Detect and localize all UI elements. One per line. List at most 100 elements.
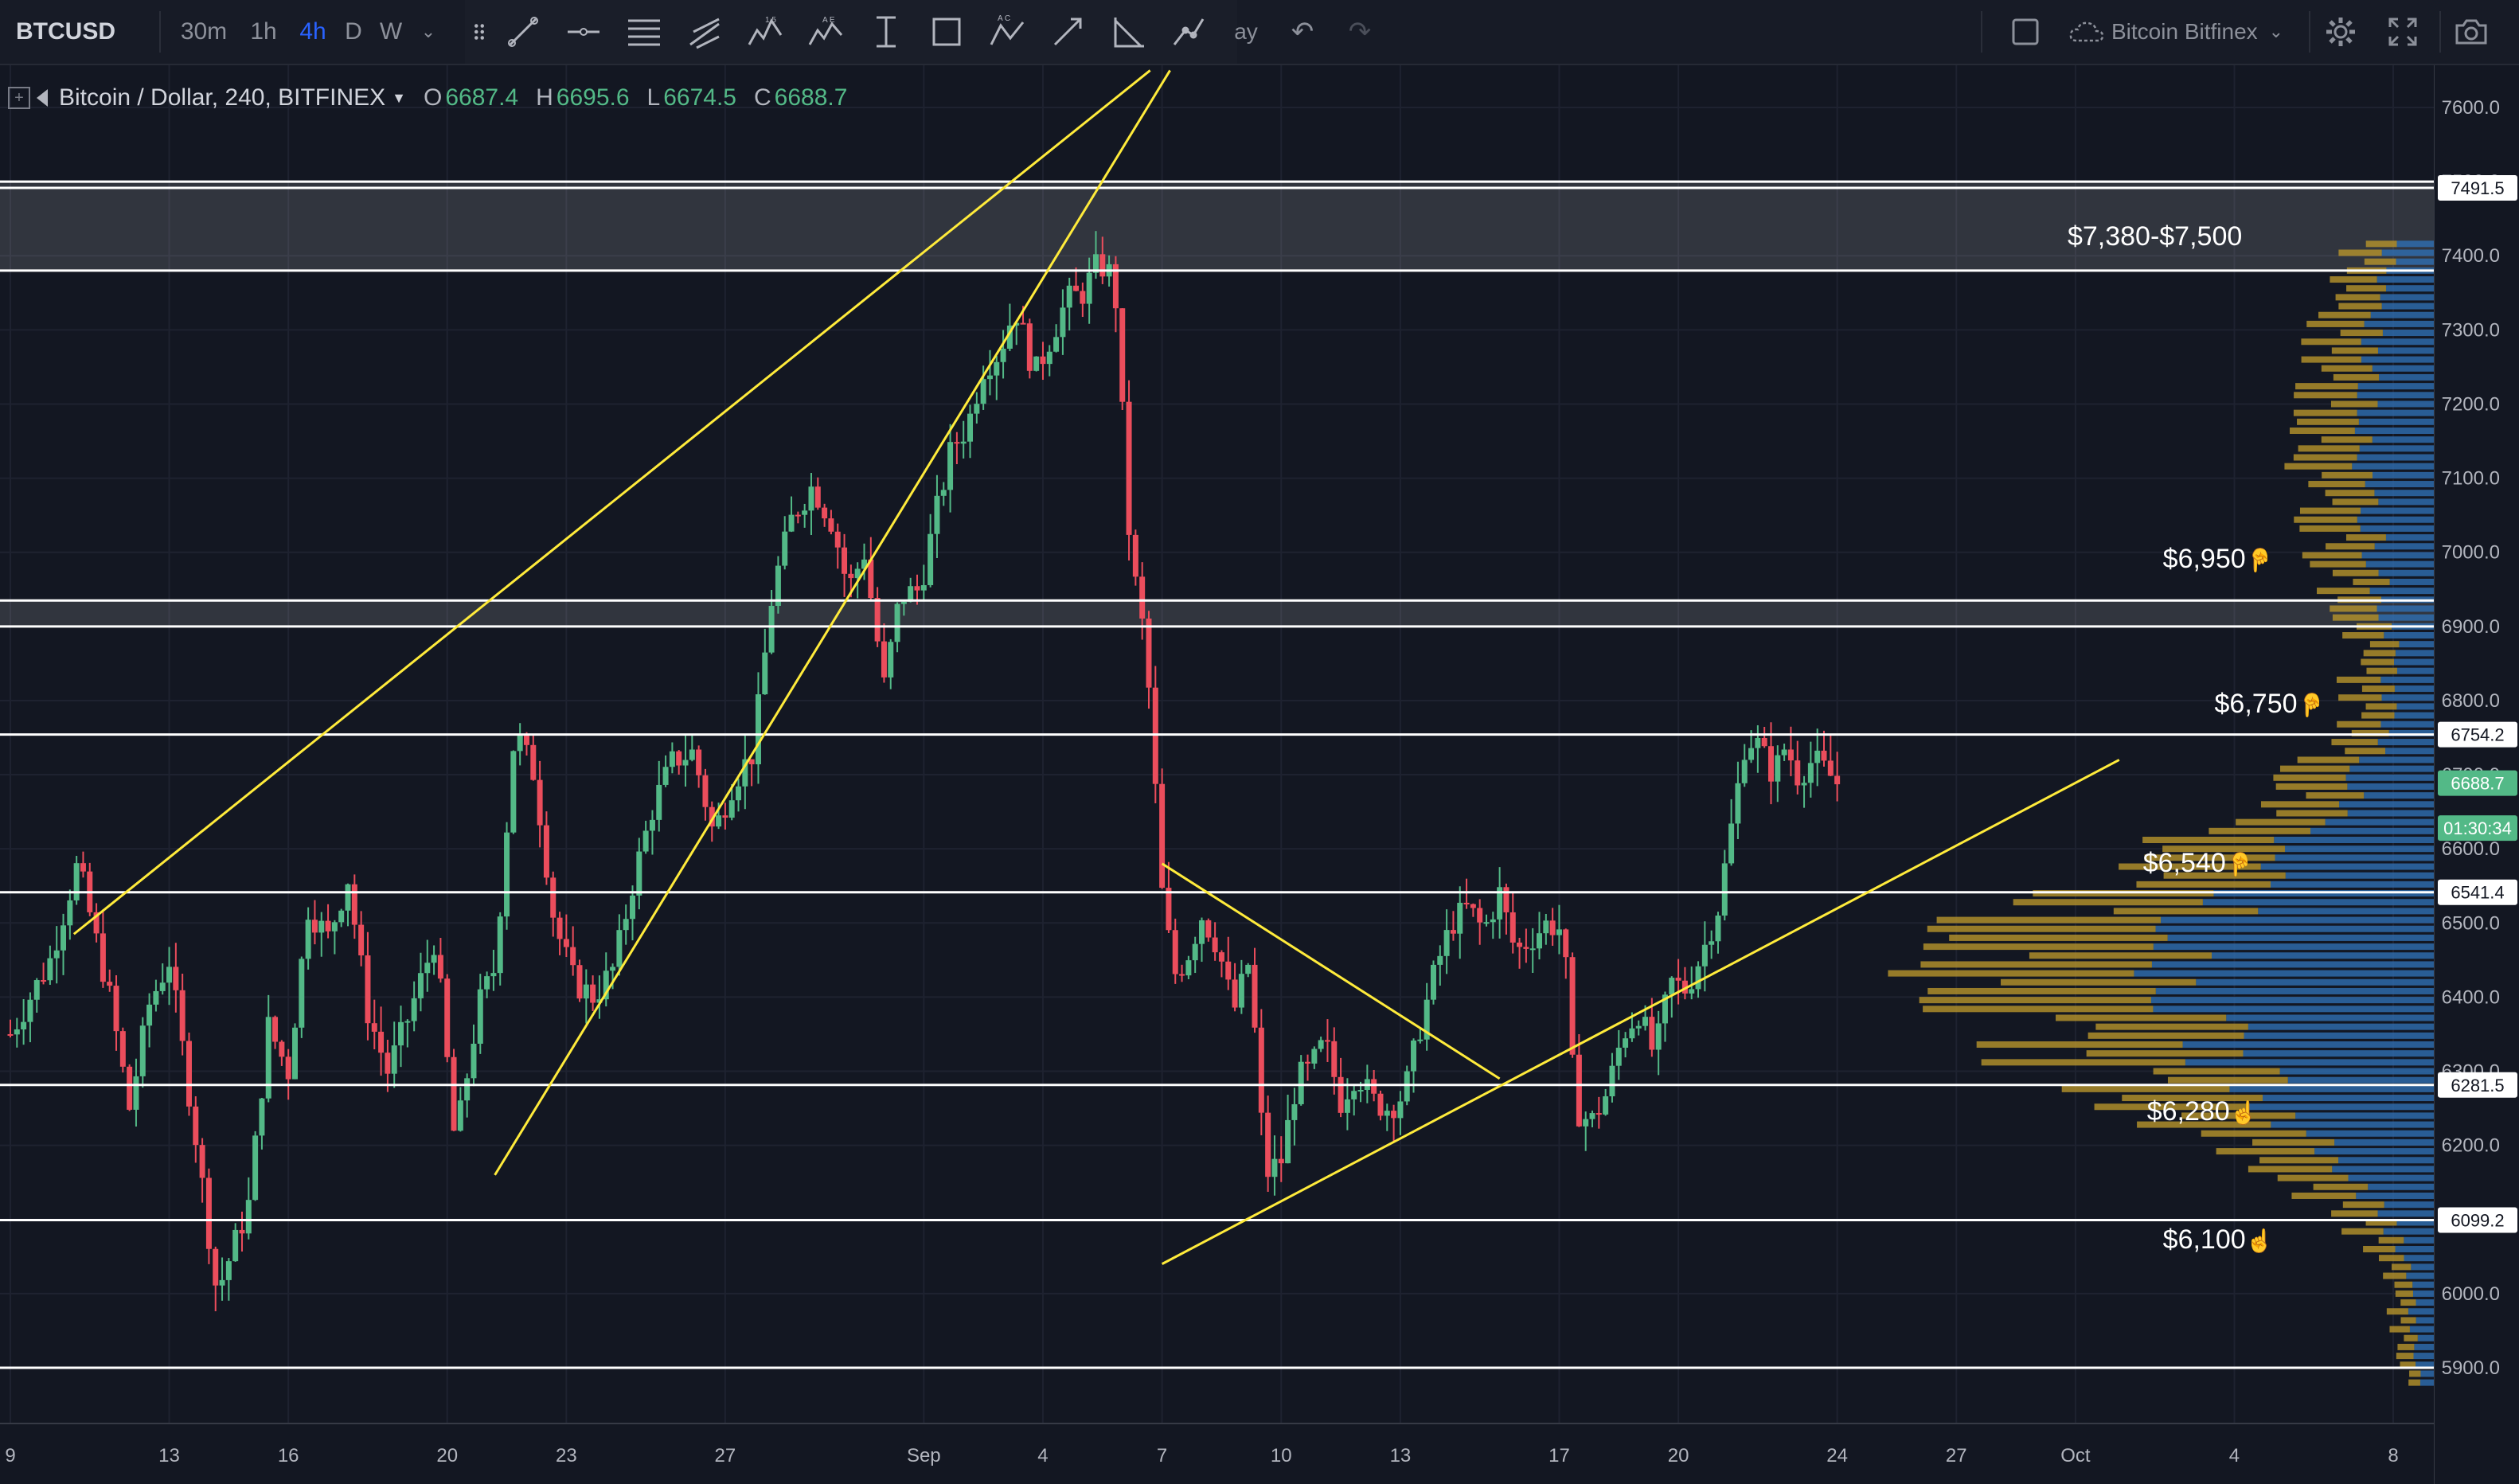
drag-handle-icon[interactable]	[465, 5, 494, 59]
trend-line-icon[interactable]	[497, 5, 549, 59]
level-annotation[interactable]: $6,280☝	[2147, 1096, 2258, 1127]
volume-bar-down	[2209, 827, 2311, 834]
candle-up	[1655, 1023, 1662, 1050]
fib-retracement-icon[interactable]	[618, 5, 670, 59]
candle-up	[802, 510, 808, 515]
interval-d[interactable]: D	[345, 18, 362, 45]
level-annotation[interactable]: $6,100☝	[2163, 1224, 2274, 1256]
elliott-wave-icon[interactable]: 1 5	[739, 5, 791, 59]
candle-down	[1258, 1027, 1264, 1113]
candlesticks	[7, 231, 1841, 1311]
arrow-icon[interactable]	[1041, 5, 1094, 59]
trendline[interactable]	[1161, 862, 1501, 1080]
volume-bar-down	[2259, 1157, 2339, 1164]
trendline[interactable]	[1161, 759, 2120, 1265]
candle-up	[391, 1045, 397, 1074]
gear-icon[interactable]	[2318, 0, 2363, 64]
interval-30m[interactable]: 30m	[180, 18, 228, 45]
volume-bar-up	[2365, 481, 2435, 488]
candle-down	[127, 1066, 133, 1110]
candle-down	[1767, 746, 1774, 782]
redo-icon[interactable]: ↷	[1348, 17, 1372, 47]
volume-bar-down	[2365, 1219, 2397, 1226]
candle-up	[583, 984, 589, 999]
camera-icon[interactable]	[2449, 0, 2494, 64]
price-tag	[2438, 879, 2517, 905]
volume-bar-down	[2216, 1148, 2315, 1155]
candle-down	[7, 1033, 14, 1036]
volume-bar-down	[2394, 1281, 2413, 1288]
compare-icon[interactable]	[2006, 0, 2044, 64]
datasource-selector[interactable]: Bitcoin Bitfinex ⌄	[2068, 0, 2299, 64]
toolbar-divider	[2309, 11, 2310, 53]
volume-bar-down	[2330, 276, 2377, 283]
candle-up	[610, 967, 616, 971]
price-tag	[2438, 1072, 2517, 1098]
chevron-down-icon[interactable]: ▼	[392, 89, 406, 106]
flag-icon[interactable]	[37, 89, 48, 107]
volume-bar-up	[2155, 987, 2435, 994]
candle-down	[1463, 902, 1470, 904]
symbol-title[interactable]: Bitcoin / Dollar, 240, BITFINEX	[59, 84, 386, 111]
trendline[interactable]	[494, 69, 1171, 1176]
rectangle-icon[interactable]	[920, 5, 973, 59]
volume-bar-up	[2416, 1317, 2435, 1324]
time-axis[interactable]: 9 13 16 20 23 27 Sep 4 7 10 13 17 20 24 27 Oct 4 8	[5, 1445, 2398, 1466]
level-annotation[interactable]: $6,950☝	[2163, 544, 2274, 575]
candle-up	[1623, 1038, 1629, 1048]
fullscreen-icon[interactable]	[2380, 0, 2425, 64]
candle-down	[239, 1229, 245, 1234]
volume-bar-down	[2331, 1210, 2378, 1217]
undo-icon[interactable]: ↶	[1291, 17, 1314, 47]
pitchfork-icon[interactable]	[678, 5, 731, 59]
candle-up	[630, 895, 636, 920]
level-annotation[interactable]: $7,380-$7,500	[2068, 221, 2242, 252]
volume-bar-up	[2394, 658, 2435, 666]
level-annotation[interactable]: $6,540☝	[2143, 848, 2254, 879]
candle-up	[219, 1279, 225, 1286]
gann-fan-icon[interactable]	[1102, 5, 1154, 59]
measure-icon[interactable]	[860, 5, 912, 59]
volume-bar-down	[2318, 311, 2371, 318]
candle-down	[1159, 783, 1166, 888]
toolbar-divider	[1981, 11, 1982, 53]
high-label: H	[536, 84, 553, 111]
volume-bar-down	[1936, 916, 2162, 924]
level-annotation[interactable]: $6,750☝	[2215, 689, 2326, 720]
volume-bar-down	[2306, 792, 2365, 799]
collapse-icon[interactable]: +	[8, 87, 30, 109]
candle-up	[1490, 919, 1496, 923]
candle-down	[1305, 1061, 1311, 1064]
candle-down	[378, 1031, 385, 1053]
datasource-label: Bitcoin Bitfinex	[2111, 19, 2258, 44]
symbol-search[interactable]: BTCUSD	[16, 18, 115, 45]
horizontal-line-icon[interactable]	[557, 5, 610, 59]
volume-bar-down	[2248, 1166, 2333, 1173]
close-value: 6688.7	[774, 84, 848, 111]
chevron-down-icon[interactable]: ⌄	[420, 21, 436, 41]
candle-down	[1020, 322, 1026, 325]
abcd-pattern-icon[interactable]: A C	[981, 5, 1033, 59]
interval-w[interactable]: W	[379, 18, 403, 45]
volume-bar-down	[1976, 1041, 2183, 1049]
candle-up	[1807, 763, 1814, 783]
support-resistance-levels[interactable]	[0, 180, 2435, 1369]
volume-bar-down	[2345, 748, 2385, 755]
trendlines[interactable]	[72, 69, 2120, 1265]
candle-up	[1238, 974, 1244, 1008]
trendline[interactable]	[72, 69, 1151, 935]
interval-1h[interactable]: 1h	[250, 18, 277, 45]
interval-4h[interactable]: 4h	[299, 18, 326, 45]
candle-down	[696, 749, 702, 775]
candle-up	[1384, 1111, 1390, 1116]
abcde-pattern-icon[interactable]: A E	[799, 5, 852, 59]
volume-bar-up	[2406, 1272, 2435, 1279]
volume-bar-up	[2347, 810, 2435, 817]
price-chart[interactable]: 5900.06000.06100.06200.06300.06400.06500…	[0, 65, 2519, 1484]
candle-up	[1721, 863, 1728, 916]
candle-down	[93, 912, 100, 934]
candle-up	[497, 916, 503, 974]
price-tag-label: 6541.4	[2451, 883, 2504, 903]
forecast-icon[interactable]	[1162, 5, 1215, 59]
candle-down	[1569, 957, 1576, 1055]
